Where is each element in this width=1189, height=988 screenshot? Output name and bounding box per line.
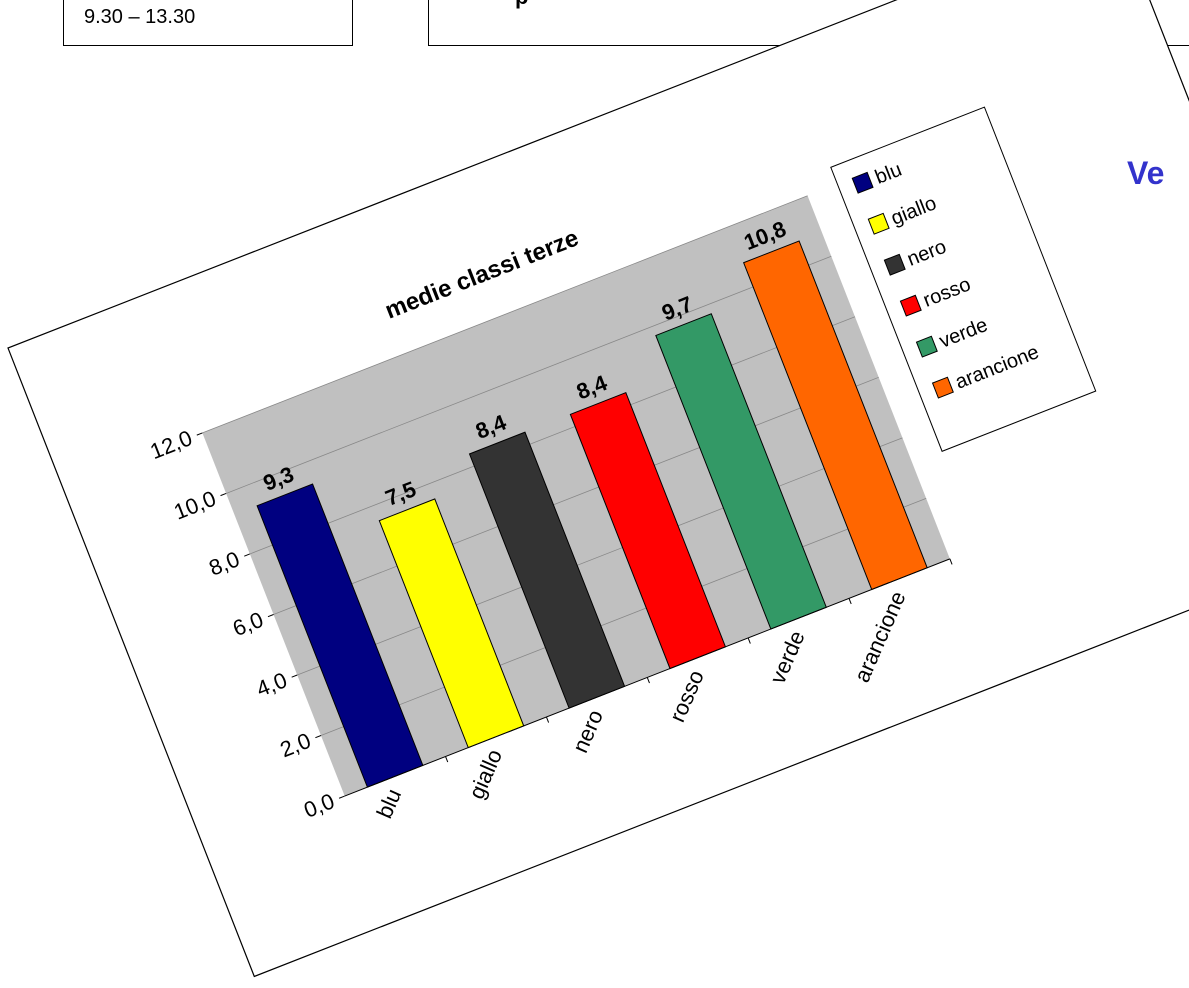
bars: [256, 240, 928, 788]
y-tick-mark: [244, 553, 251, 557]
legend-box: [830, 106, 1097, 452]
x-tick-mark: [445, 756, 449, 763]
top-frame-text: p: [515, 0, 528, 10]
chart-frame: medie classi terze 9,3 7,58,48,49,710,8 b…: [7, 0, 1189, 978]
y-tick-mark: [220, 492, 227, 497]
legend-swatch: [915, 335, 938, 358]
section-heading: Ve: [1127, 155, 1165, 191]
gridline: [202, 195, 808, 434]
gridline: [249, 316, 856, 555]
legend-swatch: [899, 294, 922, 317]
x-tick-mark: [646, 677, 650, 684]
time-box: 9.30 – 13.30: [63, 0, 353, 46]
x-tick-mark: [545, 716, 550, 723]
x-tick-mark: [747, 637, 751, 644]
time-text: 9.30 – 13.30: [84, 6, 196, 28]
legend-swatch: [883, 253, 906, 276]
legend-swatch: [867, 212, 890, 235]
gridline: [273, 376, 879, 615]
gridline: [225, 255, 832, 494]
gridlines: [202, 195, 927, 736]
legend-swatch: [851, 171, 874, 194]
y-tick-mark: [196, 432, 203, 436]
y-tick-mark: [291, 674, 298, 678]
x-tick-mark: [949, 558, 953, 565]
x-tick-mark: [848, 598, 852, 605]
legend-swatch: [931, 376, 954, 399]
y-tick-mark: [338, 795, 345, 799]
gridline: [320, 497, 927, 736]
y-tick-mark: [267, 614, 274, 618]
gridline: [297, 437, 903, 676]
y-tick-mark: [315, 735, 322, 739]
